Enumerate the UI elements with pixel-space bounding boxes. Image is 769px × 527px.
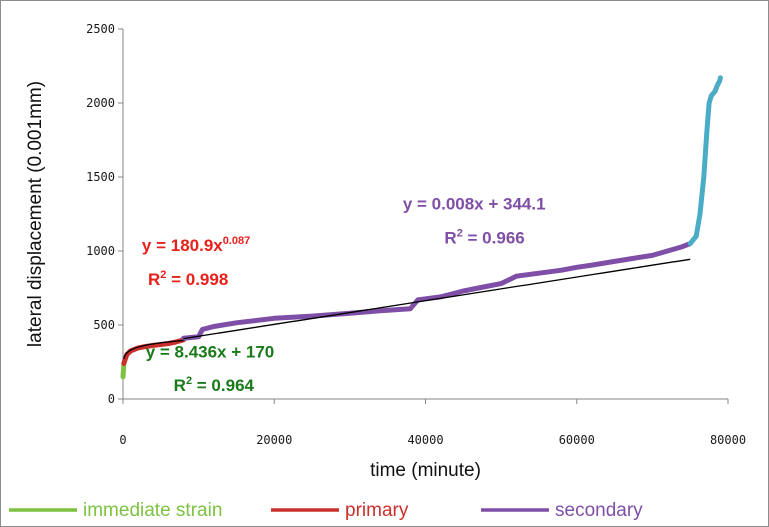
series-layer xyxy=(120,75,723,380)
series-line-primary xyxy=(121,337,186,366)
x-tick-label: 0 xyxy=(119,433,126,447)
trendline-equation-label: R2 = 0.964 xyxy=(174,375,255,395)
y-tick-label: 0 xyxy=(108,392,115,406)
series-line-tertiary xyxy=(687,75,723,247)
legend-label: secondary xyxy=(555,500,643,521)
trendline-equation-label: y = 180.9x0.087 xyxy=(142,235,250,255)
trendline-equation-label: y = 0.008x + 344.1 xyxy=(403,195,546,214)
y-tick-label: 1500 xyxy=(86,170,115,184)
trendline-equation-label: R2 = 0.998 xyxy=(148,269,228,289)
legend-label: immediate strain xyxy=(83,500,222,521)
y-tick-label: 2000 xyxy=(86,96,115,110)
trendline-power xyxy=(123,339,184,360)
x-axis-title: time (minute) xyxy=(370,460,481,481)
trendline-linear xyxy=(183,258,691,340)
y-tick-label: 500 xyxy=(93,318,115,332)
x-tick-label: 80000 xyxy=(710,433,746,447)
trendline-equation-label: R2 = 0.966 xyxy=(444,228,524,248)
legend: immediate strain primary secondary xyxy=(9,500,643,521)
y-axis-title: lateral displacement (0.001mm) xyxy=(25,81,46,347)
ticks: 0 500 1000 1500 2000 2500 0 20000 40000 60000 8000… xyxy=(86,22,746,447)
legend-label: primary xyxy=(345,500,409,521)
x-tick-label: 40000 xyxy=(407,433,443,447)
y-tick-label: 2500 xyxy=(86,22,115,36)
series-line-secondary xyxy=(181,241,693,341)
series-line-immediate-strain xyxy=(120,362,127,380)
x-tick-label: 60000 xyxy=(559,433,595,447)
annotation-layer: y = 180.9x0.087 R2 = 0.998 y = 8.436x + 17… xyxy=(142,195,546,395)
trendline-layer xyxy=(123,258,691,360)
trendline-equation-label: y = 8.436x + 170 xyxy=(146,343,275,362)
x-tick-label: 20000 xyxy=(256,433,292,447)
y-tick-label: 1000 xyxy=(86,244,115,258)
